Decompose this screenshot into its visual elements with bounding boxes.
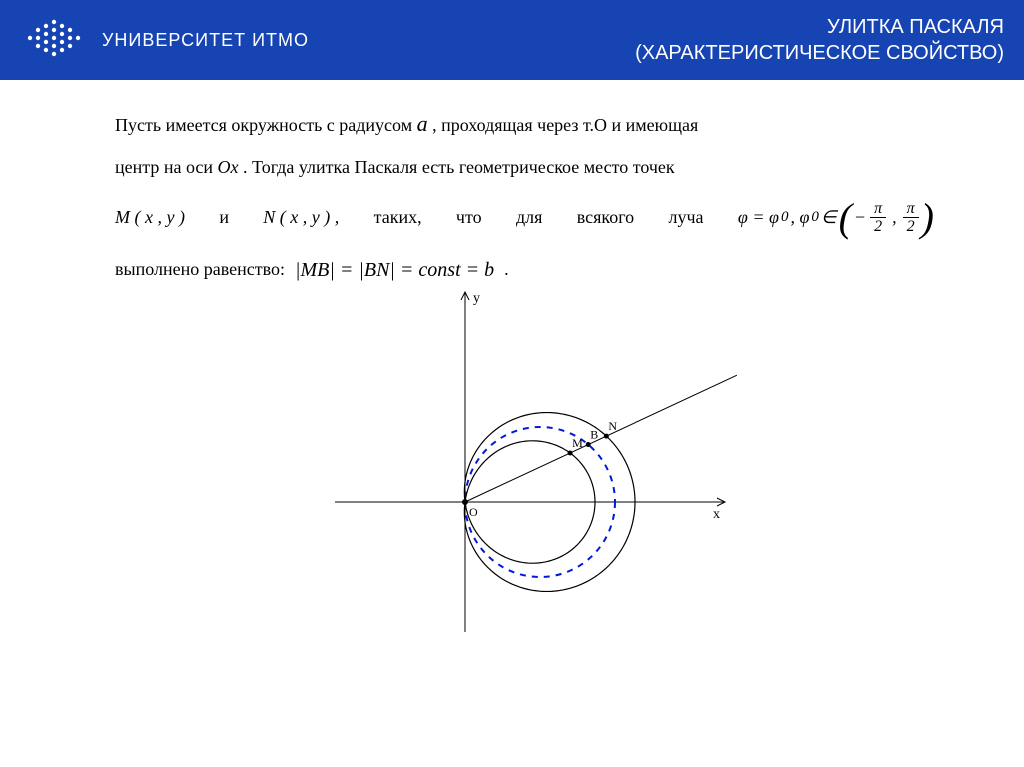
p3-done: выполнено равенство: bbox=[115, 250, 285, 290]
svg-text:O: O bbox=[469, 505, 478, 519]
p1-t1: Пусть имеется окружность с радиусом bbox=[115, 115, 417, 135]
radius-a: a bbox=[417, 111, 428, 136]
two-den-2: 2 bbox=[903, 218, 919, 236]
phi-comma: , φ bbox=[790, 198, 809, 238]
phi-condition: φ = φ0 , φ0 ∈ ( − π 2 , π 2 ) bbox=[738, 198, 934, 238]
pi-num-1: π bbox=[870, 200, 886, 219]
header-bar: УНИВЕРСИТЕТ ИТМО УЛИТКА ПАСКАЛЯ (ХАРАКТЕ… bbox=[0, 0, 1024, 80]
limacon-diagram: x y O MBN bbox=[295, 282, 755, 652]
p2-ray: луча bbox=[669, 198, 704, 238]
svg-text:B: B bbox=[590, 427, 598, 441]
interval-sep: , bbox=[892, 198, 897, 238]
paragraph-1: Пусть имеется окружность с радиусом a , … bbox=[115, 100, 934, 188]
p2-for: для bbox=[516, 198, 542, 238]
phi-sub-0a: 0 bbox=[781, 201, 789, 234]
phi-eq: φ = φ bbox=[738, 198, 779, 238]
logo-text: УНИВЕРСИТЕТ ИТМО bbox=[102, 30, 309, 51]
frac-neg-pi-2: π 2 bbox=[870, 200, 886, 236]
axis-ox: Ox bbox=[218, 157, 239, 177]
p2-and: и bbox=[219, 198, 229, 238]
svg-text:M: M bbox=[572, 436, 583, 450]
paragraph-2: M ( x , y ) и N ( x , y ) , таких, что д… bbox=[115, 198, 934, 238]
point-N: N ( x , y ) , bbox=[263, 198, 339, 238]
svg-text:y: y bbox=[473, 291, 480, 306]
minus-sign: − bbox=[854, 198, 866, 238]
p1-t2: , проходящая через т.О и имеющая bbox=[432, 115, 698, 135]
svg-text:N: N bbox=[608, 419, 617, 433]
p2-such: таких, bbox=[374, 198, 422, 238]
title-line-1: УЛИТКА ПАСКАЛЯ bbox=[635, 14, 1004, 40]
title-line-2: (ХАРАКТЕРИСТИЧЕСКОЕ СВОЙСТВО) bbox=[635, 40, 1004, 66]
content-area: Пусть имеется окружность с радиусом a , … bbox=[0, 80, 1024, 652]
diagram-container: x y O MBN bbox=[115, 282, 934, 652]
pi-num-2: π bbox=[903, 200, 919, 219]
slide-title: УЛИТКА ПАСКАЛЯ (ХАРАКТЕРИСТИЧЕСКОЕ СВОЙС… bbox=[635, 14, 1004, 66]
two-den-1: 2 bbox=[870, 218, 886, 236]
paren-left: ( bbox=[839, 202, 852, 234]
logo-block: УНИВЕРСИТЕТ ИТМО bbox=[20, 18, 309, 63]
frac-pi-2: π 2 bbox=[903, 200, 919, 236]
p1-t4: . Тогда улитка Паскаля есть геометрическ… bbox=[243, 157, 675, 177]
p1-t3: центр на оси bbox=[115, 157, 218, 177]
paren-right: ) bbox=[921, 202, 934, 234]
phi-sub-0b: 0 bbox=[811, 201, 819, 234]
p2-every: всякого bbox=[577, 198, 634, 238]
point-M: M ( x , y ) bbox=[115, 198, 185, 238]
logo-icon bbox=[20, 18, 90, 63]
svg-text:x: x bbox=[713, 507, 720, 522]
p2-that: что bbox=[456, 198, 482, 238]
phi-in: ∈ bbox=[821, 198, 837, 238]
